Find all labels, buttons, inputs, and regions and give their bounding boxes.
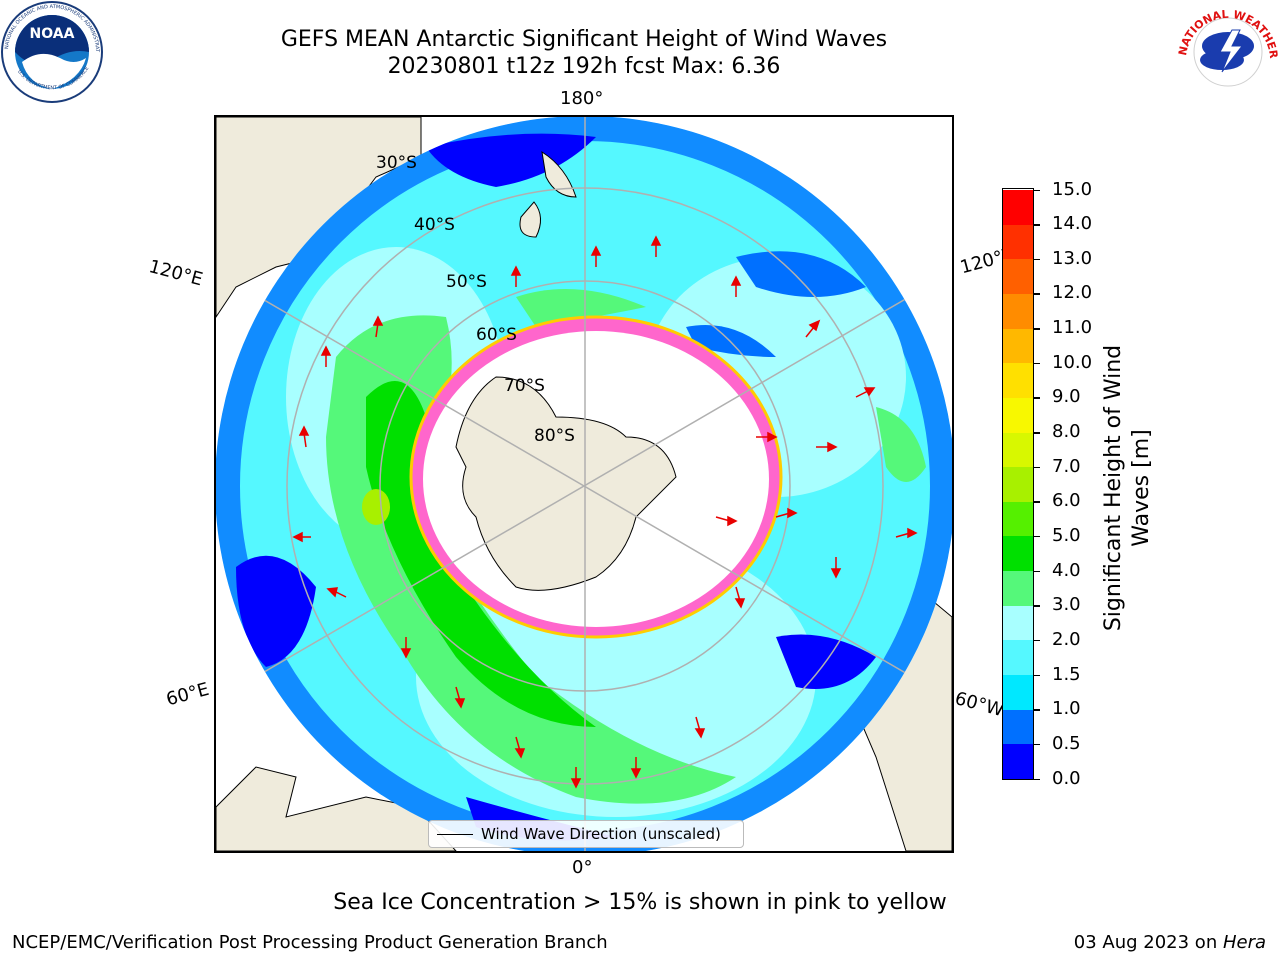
- colorbar-tick: [1034, 224, 1040, 226]
- lat-label-40s: 40°S: [414, 215, 455, 235]
- colorbar-segment: [1003, 570, 1033, 606]
- map-panel: 30°S 40°S 50°S 60°S 70°S 80°S Wind Wave …: [214, 115, 954, 853]
- colorbar-tick-label: 14.0: [1052, 213, 1093, 235]
- colorbar-tick-label: 15.0: [1052, 178, 1093, 200]
- lat-label-30s: 30°S: [376, 153, 417, 173]
- colorbar-tick-label: 10.0: [1052, 351, 1093, 373]
- colorbar-tick: [1034, 466, 1040, 469]
- colorbar-segment: [1003, 328, 1033, 364]
- lat-label-80s: 80°S: [534, 426, 575, 446]
- lat-label-50s: 50°S: [446, 272, 487, 292]
- colorbar-segment: [1003, 709, 1033, 745]
- colorbar-tick: [1034, 501, 1040, 503]
- colorbar-segment: [1003, 224, 1033, 260]
- colorbar-segment: [1003, 674, 1033, 710]
- colorbar-tick-label: 6.0: [1052, 490, 1081, 512]
- colorbar-tick: [1034, 397, 1040, 399]
- colorbar-tick-label: 3.0: [1052, 594, 1081, 616]
- colorbar-tick: [1034, 362, 1040, 365]
- colorbar-tick-label: 1.0: [1052, 698, 1081, 720]
- colorbar-tick-label: 2.0: [1052, 628, 1081, 650]
- colorbar-tick-label: 7.0: [1052, 455, 1081, 477]
- nws-logo: NATIONAL WEATHER SERVICE: [1176, 0, 1280, 102]
- colorbar-segment: [1003, 293, 1033, 329]
- chart-title: GEFS MEAN Antarctic Significant Height o…: [280, 27, 888, 52]
- lon-label-120e: 120°E: [146, 256, 205, 291]
- colorbar-segment: [1003, 189, 1033, 225]
- colorbar-segment: [1003, 639, 1033, 676]
- colorbar-tick-label: 13.0: [1052, 247, 1093, 269]
- noaa-logo-text: NOAA: [30, 26, 75, 42]
- colorbar: [1002, 188, 1034, 780]
- lon-label-60e: 60°E: [164, 678, 212, 711]
- colorbar-segment: [1003, 605, 1033, 641]
- longitude-grid: [216, 117, 952, 851]
- colorbar-tick-label: 8.0: [1052, 421, 1081, 443]
- sea-ice-caption: Sea Ice Concentration > 15% is shown in …: [333, 890, 947, 915]
- colorbar-segment: [1003, 397, 1033, 433]
- colorbar-tick: [1034, 535, 1040, 538]
- lon-label-60w: 60°W: [952, 688, 1007, 722]
- wave-field: [216, 117, 952, 851]
- footer-host: Hera: [1222, 932, 1266, 953]
- footer-credit: NCEP/EMC/Verification Post Processing Pr…: [12, 932, 608, 953]
- colorbar-tick: [1034, 709, 1040, 711]
- colorbar-segment: [1003, 466, 1033, 502]
- footer-date: 03 Aug 2023 on Hera: [1074, 932, 1266, 953]
- map-legend: Wind Wave Direction (unscaled): [428, 820, 744, 848]
- colorbar-tick: [1034, 743, 1040, 746]
- lat-label-70s: 70°S: [504, 376, 545, 396]
- colorbar-title-text: Significant Height of Wind Waves [m]: [1101, 344, 1154, 632]
- colorbar-segment: [1003, 743, 1033, 779]
- colorbar-tick: [1034, 605, 1040, 607]
- lon-label-0: 0°: [572, 857, 593, 878]
- colorbar-segment: [1003, 501, 1033, 537]
- colorbar-tick: [1034, 189, 1040, 191]
- colorbar-tick-label: 12.0: [1052, 282, 1093, 304]
- colorbar-segment: [1003, 258, 1033, 294]
- chart-subtitle: 20230801 t12z 192h fcst Max: 6.36: [387, 54, 781, 79]
- colorbar-tick-label: 0.0: [1052, 767, 1081, 789]
- colorbar-tick: [1034, 258, 1040, 261]
- colorbar-segment: [1003, 535, 1033, 572]
- colorbar-tick-label: 11.0: [1052, 317, 1093, 339]
- colorbar-tick-label: 1.5: [1052, 663, 1081, 685]
- colorbar-tick: [1034, 570, 1040, 573]
- colorbar-segment: [1003, 362, 1033, 398]
- colorbar-tick-label: 9.0: [1052, 386, 1081, 408]
- colorbar-tick: [1034, 328, 1040, 330]
- legend-label: Wind Wave Direction (unscaled): [481, 825, 721, 843]
- colorbar-tick: [1034, 639, 1040, 642]
- footer-date-text: 03 Aug 2023 on: [1073, 932, 1223, 953]
- colorbar-tick-label: 0.5: [1052, 732, 1081, 754]
- colorbar-tick: [1034, 293, 1040, 295]
- lat-label-60s: 60°S: [476, 325, 517, 345]
- colorbar-tick: [1034, 778, 1040, 780]
- colorbar-tick: [1034, 432, 1040, 434]
- polar-map: [216, 117, 952, 851]
- colorbar-tick-label: 4.0: [1052, 559, 1081, 581]
- colorbar-tick: [1034, 674, 1040, 677]
- lon-label-180: 180°: [560, 88, 604, 109]
- colorbar-segment: [1003, 432, 1033, 468]
- colorbar-tick-label: 5.0: [1052, 524, 1081, 546]
- noaa-logo: NOAA NATIONAL OCEANIC AND ATMOSPHERIC AD…: [0, 0, 103, 103]
- legend-line-icon: [437, 834, 473, 835]
- wave-direction-arrows: [292, 235, 918, 789]
